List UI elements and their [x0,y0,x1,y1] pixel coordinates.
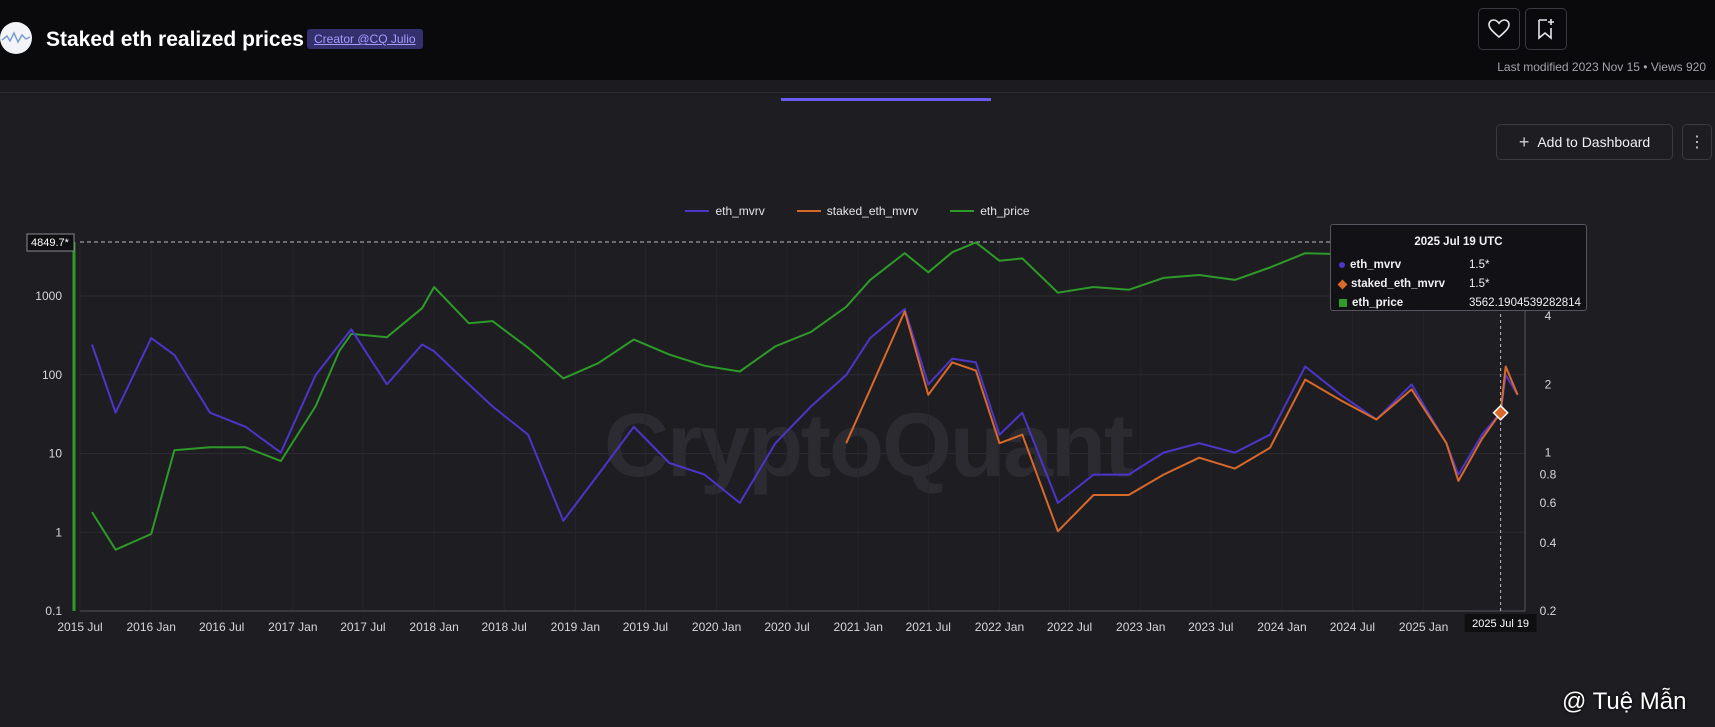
add-to-dashboard-button[interactable]: + Add to Dashboard [1496,124,1673,160]
y-right-tick-label: 2 [1545,377,1552,391]
chart-tooltip: 2025 Jul 19 UTC eth_mvrv 1.5* staked_eth… [1330,224,1587,311]
x-tick-label: 2018 Jul [481,620,526,634]
legend-swatch-staked-eth-mvrv [796,210,821,212]
x-tick-label: 2019 Jan [551,620,600,634]
chart-panel [0,92,1715,727]
x-tick-label: 2022 Jul [1047,620,1092,634]
tooltip-diamond-icon [1337,279,1348,289]
bookmark-add-icon [1538,19,1554,40]
x-tick-label: 2020 Jul [764,620,809,634]
x-tick-label: 2020 Jan [692,620,741,634]
creator-link[interactable]: Creator @CQ Julio [307,29,423,49]
x-tick-label: 2024 Jan [1257,620,1306,634]
x-tick-label: 2018 Jan [409,620,458,634]
bookmark-button[interactable] [1525,8,1567,50]
x-tick-label: 2015 Jul [57,620,102,634]
left-max-label: 4849.7* [31,237,70,249]
y-left-tick-label: 1 [55,525,62,539]
legend-swatch-eth-mvrv [685,210,710,212]
tooltip-dot-icon [1339,262,1345,268]
y-right-tick-label: 0.2 [1540,604,1557,618]
y-left-tick-label: 0.1 [45,604,62,618]
author-credit: @ Tuệ Mẫn [1562,688,1687,715]
more-options-button[interactable]: ⋮ [1682,124,1712,160]
tooltip-square-icon [1339,299,1347,307]
y-left-tick-label: 10 [49,447,63,461]
crosshair-x-marker [1464,614,1537,632]
tooltip-row-eth-mvrv: eth_mvrv 1.5* [1339,257,1489,273]
active-tab-indicator [781,98,991,101]
tooltip-row-staked-eth-mvrv: staked_eth_mvrv 1.5* [1337,276,1489,292]
x-tick-label: 2021 Jul [906,620,951,634]
x-tick-label: 2022 Jan [975,620,1024,634]
legend-item-eth-mvrv[interactable]: eth_mvrv [685,204,765,218]
legend-label-eth-mvrv: eth_mvrv [715,204,765,218]
plus-icon: + [1518,132,1530,152]
x-tick-label: 2023 Jan [1116,620,1165,634]
tooltip-date: 2025 Jul 19 UTC [1414,236,1503,248]
tooltip-name: staked_eth_mvrv [1351,278,1445,290]
x-tick-label: 2021 Jan [834,620,883,634]
vertical-dots-icon: ⋮ [1689,134,1705,151]
legend-item-staked-eth-mvrv[interactable]: staked_eth_mvrv [796,204,919,218]
x-tick-label: 2016 Jul [199,620,244,634]
tooltip-name: eth_price [1352,297,1404,309]
x-tick-label: 2023 Jul [1188,620,1233,634]
tooltip-name: eth_mvrv [1350,259,1402,271]
add-to-dashboard-label: Add to Dashboard [1537,134,1651,150]
y-right-tick-label: 1 [1545,446,1552,460]
x-tick-label: 2019 Jul [623,620,668,634]
y-right-tick-label: 4 [1545,309,1552,323]
y-right-tick-label: 0.8 [1540,468,1557,482]
series-line-eth-mvrv [91,308,1519,522]
tooltip-value: 1.5* [1469,259,1490,271]
y-right-tick-label: 0.4 [1540,536,1557,550]
top-bar: Staked eth realized prices Creator @CQ J… [0,0,1715,80]
legend-label-staked-eth-mvrv: staked_eth_mvrv [826,204,919,218]
legend-swatch-eth-price [950,210,975,212]
app-logo-icon [0,22,32,54]
staked-eth-mvrv-hover-marker [1492,404,1509,421]
tooltip-row-eth-price: eth_price 3562.1904539282814 [1339,295,1581,311]
x-tick-label: 2017 Jul [340,620,385,634]
crosshair-x-label: 2025 Jul 19 [1472,618,1529,630]
chart-legend: eth_mvrv staked_eth_mvrv eth_price [0,204,1715,218]
left-max-marker [26,233,75,252]
series-line-staked-eth-mvrv [845,310,1519,533]
tooltip-value: 1.5* [1469,278,1490,290]
tooltip-value: 3562.1904539282814 [1469,297,1581,309]
x-tick-label: 2024 Jul [1330,620,1375,634]
watermark: CryptoQuant [604,396,1134,496]
legend-label-eth-price: eth_price [980,204,1030,218]
heart-icon [1488,19,1510,39]
x-tick-label: 2025 Jan [1399,620,1448,634]
x-tick-label: 2016 Jan [127,620,176,634]
page-title: Staked eth realized prices [46,28,304,51]
x-tick-label: 2017 Jan [268,620,317,634]
y-right-tick-label: 0.6 [1540,496,1557,510]
y-left-tick-label: 100 [42,368,62,382]
y-left-tick-label: 1000 [35,289,62,303]
legend-item-eth-price[interactable]: eth_price [950,204,1030,218]
like-button[interactable] [1478,8,1520,50]
last-modified-info: Last modified 2023 Nov 15 • Views 920 [1497,60,1706,74]
